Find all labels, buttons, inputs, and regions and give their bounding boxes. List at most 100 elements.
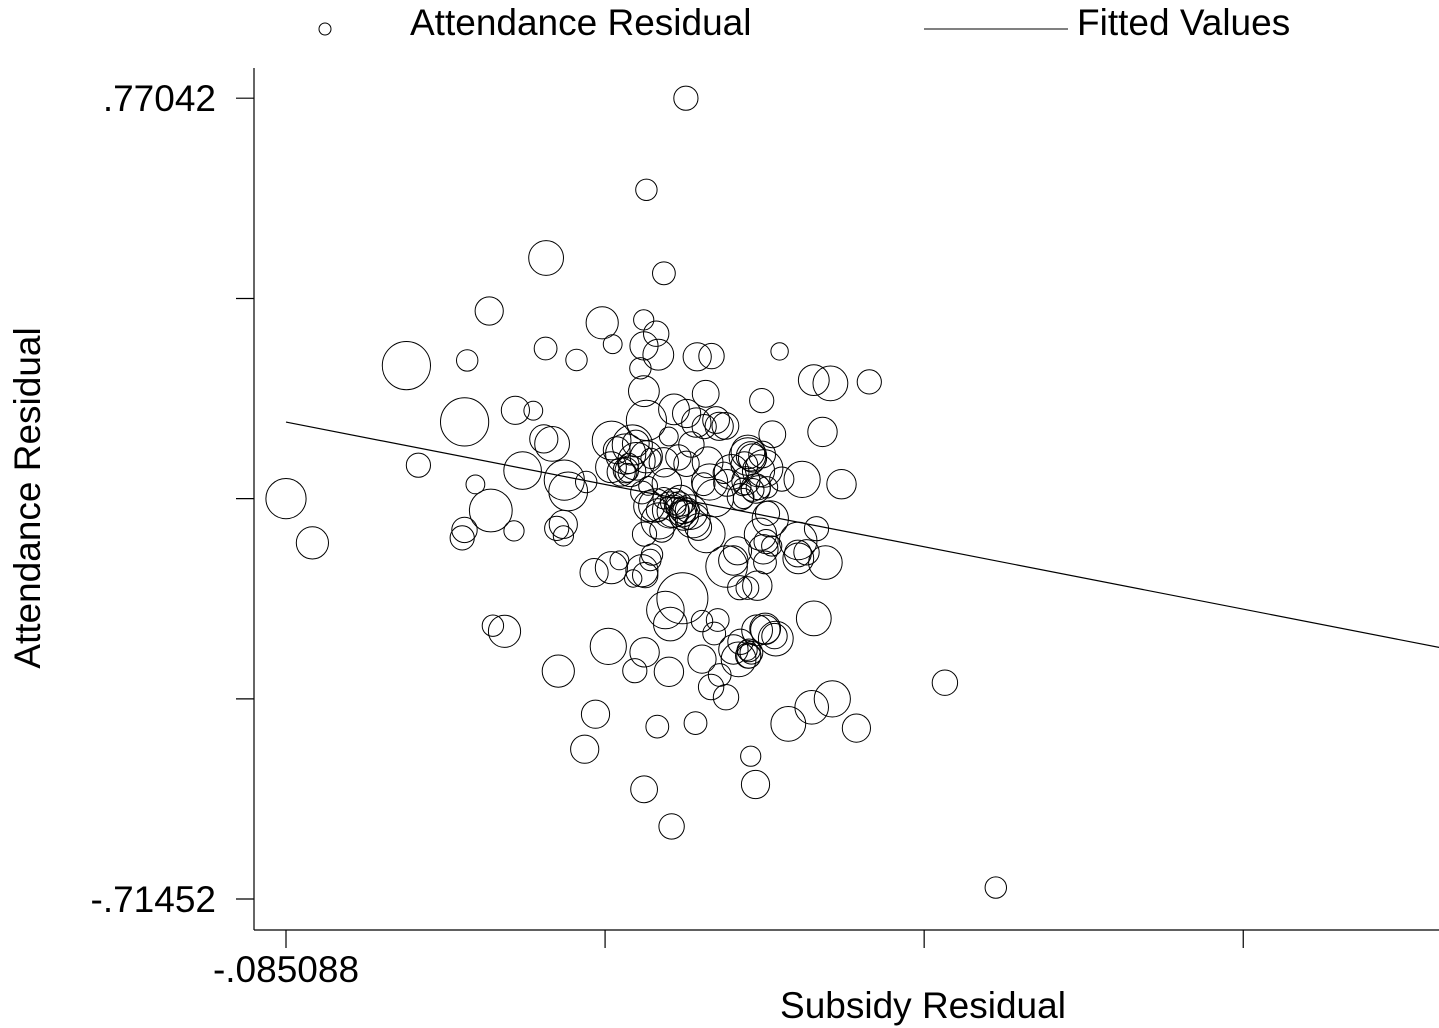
data-point [617,462,638,483]
data-point [649,517,675,543]
data-point [621,429,650,458]
data-point [617,442,656,481]
data-point [640,447,662,469]
data-point [687,644,717,674]
data-point [740,769,771,800]
data-point [707,663,732,687]
data-point [736,643,762,669]
data-point [753,529,779,555]
data-point [295,526,329,560]
data-point [673,85,699,111]
data-point [656,572,709,625]
data-point [449,525,475,551]
data-point [468,488,513,533]
data-point [683,711,708,735]
data-point [585,306,619,340]
data-point [783,460,821,498]
data-point [474,296,504,326]
data-point [743,517,778,551]
data-point [984,876,1007,899]
data-point [745,475,771,501]
data-point [784,539,812,568]
data-point [642,338,675,371]
data-point [690,609,714,633]
data-point [589,627,627,666]
data-point [646,590,685,630]
data-point [630,775,658,804]
data-point [528,240,564,276]
data-point [653,606,688,642]
y-axis-title: Attendance Residual [7,327,48,668]
data-point [856,369,882,395]
data-point [742,570,773,601]
data-point [931,669,959,696]
data-point [625,554,659,588]
data-points [265,85,1007,899]
data-point [674,497,701,523]
data-point [770,342,789,361]
data-point [658,426,679,447]
data-point [702,621,727,646]
data-point [678,431,705,458]
data-point [503,451,542,490]
legend: Attendance Residual Fitted Values [318,2,1290,43]
data-point [656,494,690,528]
data-point [672,494,708,530]
data-point [548,471,589,512]
data-point [609,550,630,571]
legend-marker-circle [318,22,332,36]
data-point [648,447,679,478]
data-point [684,513,713,541]
x-axis-title: Subsidy Residual [780,985,1066,1026]
data-point [602,334,623,355]
data-point [740,745,762,767]
data-point [612,457,640,484]
data-point [704,411,734,441]
data-point [653,656,685,687]
data-point [605,433,647,475]
x-ticks: -.085088 [213,930,1244,990]
data-point [737,638,761,663]
data-point [534,426,570,462]
data-point [633,309,655,331]
data-point [711,412,740,440]
data-point [579,558,609,588]
data-point [552,525,575,547]
data-point [381,341,431,391]
data-point [769,466,795,492]
data-point [794,690,830,725]
data-point [682,342,712,372]
data-point [826,469,857,500]
data-point [808,545,843,580]
data-point [748,534,779,565]
data-point [753,550,777,575]
data-point [541,654,575,688]
fitted-line [285,421,1439,649]
legend-scatter-label: Attendance Residual [410,2,751,43]
data-point [265,478,307,520]
data-point [749,388,775,414]
y-ticks: .77042 -.71452 [91,78,254,920]
data-point [628,375,660,408]
data-point [744,449,784,488]
data-point [795,600,832,637]
data-point [813,680,851,718]
data-point [658,813,685,840]
data-point [761,535,783,557]
data-point [755,476,779,499]
data-point [672,398,702,429]
data-point [797,364,830,397]
y-tick-label: .77042 [103,78,216,119]
data-point [673,450,700,477]
data-point [702,406,730,434]
data-point [841,713,872,743]
data-point [681,407,712,438]
y-tick-label: -.71452 [91,879,217,920]
data-point [652,261,676,286]
data-point [749,612,782,645]
data-point [751,500,789,538]
data-point [631,521,658,547]
data-point [595,451,627,484]
data-point [580,699,611,729]
